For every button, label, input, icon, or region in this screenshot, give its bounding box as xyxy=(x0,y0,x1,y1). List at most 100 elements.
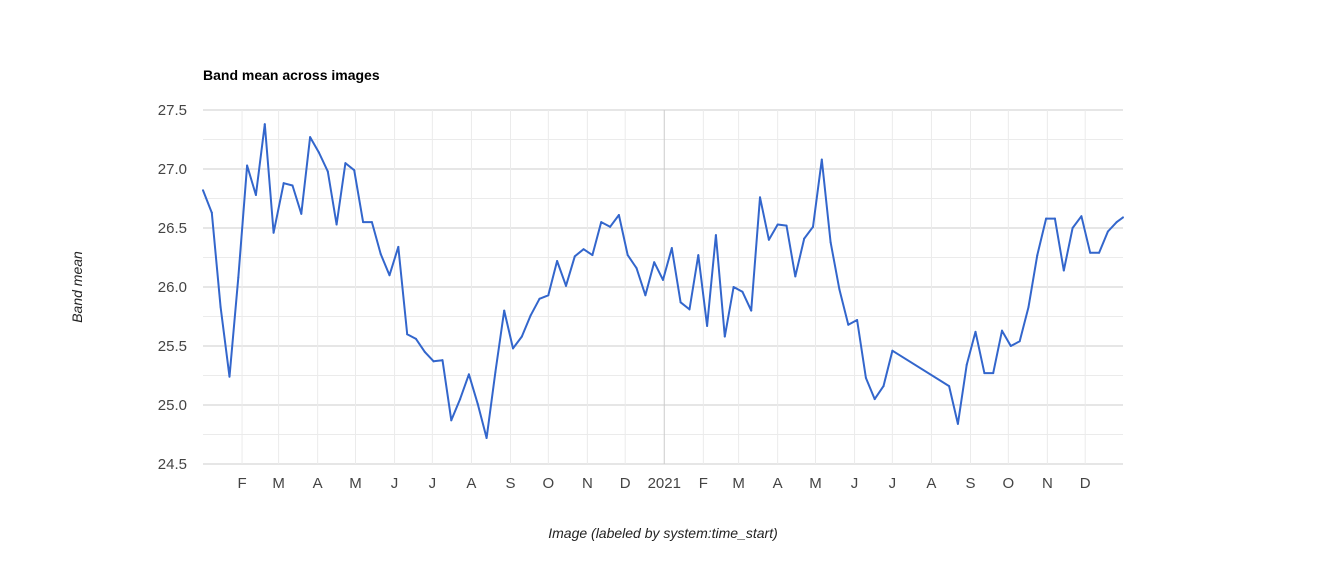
data-point[interactable] xyxy=(344,162,347,165)
data-point[interactable] xyxy=(873,398,876,401)
data-point[interactable] xyxy=(309,136,312,139)
data-point[interactable] xyxy=(529,314,532,317)
data-point[interactable] xyxy=(441,359,444,362)
data-point[interactable] xyxy=(983,372,986,375)
data-point[interactable] xyxy=(688,308,691,311)
data-point[interactable] xyxy=(820,158,823,161)
data-point[interactable] xyxy=(210,211,213,214)
data-point[interactable] xyxy=(794,275,797,278)
data-point[interactable] xyxy=(856,319,859,322)
data-point[interactable] xyxy=(591,254,594,257)
data-point[interactable] xyxy=(741,290,744,293)
data-point[interactable] xyxy=(1027,306,1030,309)
data-point[interactable] xyxy=(317,151,320,154)
data-point[interactable] xyxy=(291,184,294,187)
data-point[interactable] xyxy=(829,241,832,244)
data-point[interactable] xyxy=(414,337,417,340)
data-point[interactable] xyxy=(723,335,726,338)
data-point[interactable] xyxy=(246,164,249,167)
data-point[interactable] xyxy=(653,261,656,264)
data-point[interactable] xyxy=(948,385,951,388)
data-point[interactable] xyxy=(600,221,603,224)
data-point[interactable] xyxy=(485,437,488,440)
data-point[interactable] xyxy=(732,286,735,288)
data-point[interactable] xyxy=(467,373,470,376)
data-point[interactable] xyxy=(864,376,867,379)
data-point[interactable] xyxy=(556,260,559,263)
data-point[interactable] xyxy=(965,363,968,366)
data-point[interactable] xyxy=(706,324,709,327)
data-point[interactable] xyxy=(520,335,523,338)
data-point[interactable] xyxy=(503,309,506,312)
data-point[interactable] xyxy=(635,267,638,270)
data-point[interactable] xyxy=(450,419,453,422)
data-point[interactable] xyxy=(811,225,814,228)
data-point[interactable] xyxy=(564,284,567,287)
data-point[interactable] xyxy=(1001,329,1004,332)
data-point[interactable] xyxy=(547,294,550,297)
data-point[interactable] xyxy=(335,223,338,226)
data-point[interactable] xyxy=(1062,269,1065,272)
data-point[interactable] xyxy=(1106,230,1109,233)
data-point[interactable] xyxy=(992,372,995,375)
data-point[interactable] xyxy=(237,276,240,279)
data-point[interactable] xyxy=(1080,215,1083,218)
data-point[interactable] xyxy=(776,223,779,226)
data-point[interactable] xyxy=(263,123,266,126)
data-point[interactable] xyxy=(838,288,841,291)
data-point[interactable] xyxy=(202,189,204,192)
data-point[interactable] xyxy=(714,234,717,237)
data-point[interactable] xyxy=(882,385,885,388)
data-point[interactable] xyxy=(1045,217,1048,220)
data-point[interactable] xyxy=(1009,345,1012,347)
data-point[interactable] xyxy=(891,349,894,352)
data-point[interactable] xyxy=(767,238,770,241)
data-point[interactable] xyxy=(626,254,629,257)
data-point[interactable] xyxy=(494,370,497,373)
data-point[interactable] xyxy=(582,248,585,251)
data-point[interactable] xyxy=(300,212,303,215)
data-point[interactable] xyxy=(697,254,700,257)
data-point[interactable] xyxy=(476,402,479,405)
data-point[interactable] xyxy=(1018,340,1021,343)
data-point[interactable] xyxy=(573,255,576,258)
data-point[interactable] xyxy=(670,247,673,250)
data-point[interactable] xyxy=(609,225,612,228)
data-point[interactable] xyxy=(254,193,257,196)
data-point[interactable] xyxy=(644,294,647,297)
data-point[interactable] xyxy=(459,398,462,401)
data-point[interactable] xyxy=(1122,216,1124,219)
data-point[interactable] xyxy=(272,231,275,234)
data-point[interactable] xyxy=(750,309,753,312)
data-point[interactable] xyxy=(956,422,959,425)
data-point[interactable] xyxy=(282,182,285,185)
data-point[interactable] xyxy=(432,360,435,363)
data-point[interactable] xyxy=(662,278,664,281)
data-point[interactable] xyxy=(388,274,391,277)
data-point[interactable] xyxy=(759,196,762,199)
data-point[interactable] xyxy=(397,245,400,248)
data-point[interactable] xyxy=(353,169,356,172)
data-point[interactable] xyxy=(974,330,977,333)
data-point[interactable] xyxy=(1053,217,1056,220)
data-point[interactable] xyxy=(803,237,806,240)
data-point[interactable] xyxy=(219,306,222,309)
data-point[interactable] xyxy=(847,323,850,326)
data-point[interactable] xyxy=(362,221,365,224)
data-point[interactable] xyxy=(1098,251,1101,254)
data-point[interactable] xyxy=(228,375,231,378)
data-point[interactable] xyxy=(1036,254,1039,257)
data-point[interactable] xyxy=(379,252,382,255)
data-point[interactable] xyxy=(1115,221,1118,224)
data-point[interactable] xyxy=(538,297,541,300)
data-point[interactable] xyxy=(406,333,409,336)
data-point[interactable] xyxy=(1089,251,1092,254)
data-point[interactable] xyxy=(617,214,620,217)
data-point[interactable] xyxy=(679,301,682,304)
data-point[interactable] xyxy=(423,350,426,353)
data-point[interactable] xyxy=(1071,227,1074,229)
data-point[interactable] xyxy=(512,347,515,350)
data-point[interactable] xyxy=(785,224,788,227)
data-point[interactable] xyxy=(326,170,329,173)
data-point[interactable] xyxy=(370,221,373,224)
